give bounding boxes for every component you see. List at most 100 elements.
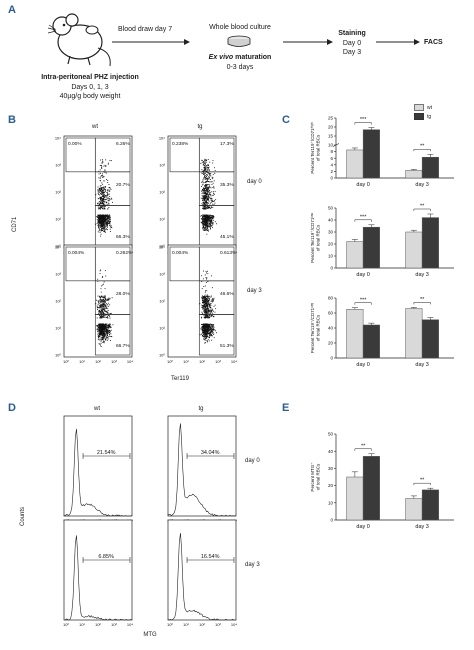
gate-value: 16.54% bbox=[201, 554, 220, 560]
y-axis-label: Percent Ter119⁺/CD71ˡᵒʷof total RBCs bbox=[310, 212, 321, 263]
bar-chart-1: Percent Ter119⁺/CD71ʰⁱᵍʰof total RBCs 0 2 4… bbox=[309, 116, 454, 188]
gate-mr-value: 28.0% bbox=[116, 291, 130, 297]
dotplot-tg_day3: 0.004% 0.613%46.6%51.3%10⁰10⁰10¹10¹10²10²… bbox=[159, 245, 238, 365]
y-tick-label: 30 bbox=[328, 466, 334, 471]
histogram-gate_tg_day3: 16.54% 10⁰ 10¹ 10² 10³ 10⁴ bbox=[167, 519, 237, 627]
d-row-day3: day 3 bbox=[245, 562, 260, 568]
hist-frame bbox=[63, 519, 133, 621]
significance-label: ** bbox=[361, 443, 366, 449]
y-tick-label: 10⁰ bbox=[159, 353, 165, 358]
bar-tg-0 bbox=[362, 324, 380, 359]
x-tick-label: 10³ bbox=[215, 622, 221, 627]
x-tick-label: 10⁴ bbox=[127, 359, 133, 364]
culture-title: Whole blood culture bbox=[209, 24, 271, 31]
arrow-1 bbox=[112, 39, 190, 45]
gate-lr-value: 66.3% bbox=[116, 234, 130, 240]
y-tick-label: 10¹ bbox=[55, 326, 61, 331]
d-row-day0: day 0 bbox=[245, 458, 260, 464]
x-tick-label: 10³ bbox=[215, 359, 221, 364]
panel-label-a: A bbox=[8, 4, 16, 16]
y-tick-label: 20 bbox=[328, 341, 334, 346]
y-tick-label: 10³ bbox=[55, 272, 61, 277]
y-axis-label: Percent MTG⁺of total RBCs bbox=[310, 462, 321, 492]
x-tick-label: 10⁴ bbox=[231, 622, 237, 627]
histogram-curve bbox=[167, 532, 237, 621]
y-axis-label: Percent Ter119⁺/CD71ⁿᵉᵍof total RBCs bbox=[310, 303, 321, 354]
maturation-suffix: maturation bbox=[235, 54, 272, 61]
y-tick-label: 0 bbox=[330, 518, 333, 523]
y-tick-label: 10 bbox=[328, 143, 334, 148]
y-tick-label: 20 bbox=[328, 242, 334, 247]
y-tick-label: 10² bbox=[159, 190, 165, 195]
y-tick-label: 10³ bbox=[159, 272, 165, 277]
significance-label: ** bbox=[420, 478, 425, 484]
significance-label: ** bbox=[420, 297, 425, 303]
hist-frame bbox=[63, 415, 133, 517]
y-tick-label: 60 bbox=[328, 311, 334, 316]
x-category-label: day 0 bbox=[356, 362, 369, 368]
bar-tg-0 bbox=[362, 456, 380, 521]
bar-wt-1 bbox=[405, 170, 423, 179]
hist-frame bbox=[167, 519, 237, 621]
y-tick-label: 10¹ bbox=[55, 217, 61, 222]
y-tick-label: 20 bbox=[328, 483, 334, 488]
staining-title: Staining bbox=[338, 30, 366, 37]
facs-label: FACS bbox=[424, 39, 443, 46]
y-tick-label: 30 bbox=[328, 230, 334, 235]
y-tick-label: 8 bbox=[330, 149, 333, 154]
gate-ur-value: 0.613% bbox=[220, 250, 237, 256]
y-tick-label: 40 bbox=[328, 326, 334, 331]
b-ylabel: CD71 bbox=[12, 216, 18, 232]
maturation-prefix: Ex vivo bbox=[208, 54, 234, 61]
gate-value: 6.85% bbox=[98, 554, 114, 560]
injection-days: Days 0, 1, 3 bbox=[71, 84, 109, 91]
y-tick-label: 10¹ bbox=[159, 326, 165, 331]
y-tick-label: 0 bbox=[330, 356, 333, 361]
y-tick-label: 50 bbox=[328, 432, 334, 437]
bar-chart-3: Percent Ter119⁺/CD71ⁿᵉᵍof total RBCs 0 20 4… bbox=[310, 296, 454, 368]
gate-lr-value: 45.1% bbox=[220, 234, 234, 240]
x-tick-label: 10⁰ bbox=[167, 359, 173, 364]
gate-ul-value: 0.004% bbox=[172, 250, 189, 256]
blood-draw-label: Blood draw day 7 bbox=[118, 26, 173, 33]
bar-chart-4: Percent MTG⁺of total RBCs 0 10 20 30 40 50 day … bbox=[310, 432, 454, 530]
legend-wt-label: wt bbox=[427, 104, 432, 111]
gate-ur-value: 17.3% bbox=[220, 141, 234, 147]
y-tick-label: 10⁴ bbox=[55, 245, 61, 250]
histogram-gate_wt_day3: 6.85% 10⁰ 10¹ 10² 10³ 10⁴ bbox=[63, 519, 133, 627]
y-tick-label: 20 bbox=[328, 125, 334, 130]
staining-day0: Day 0 bbox=[342, 40, 362, 47]
y-tick-label: 10 bbox=[328, 254, 334, 259]
b-row-day3: day 3 bbox=[247, 288, 262, 294]
mouse-illustration bbox=[47, 13, 111, 67]
b-col-tg: tg bbox=[197, 124, 203, 130]
y-tick-label: 50 bbox=[328, 206, 334, 211]
gate-value: 21.54% bbox=[97, 450, 116, 456]
injection-title: Intra-peritoneal PHZ injection bbox=[41, 74, 139, 81]
bar-chart-2: Percent Ter119⁺/CD71ˡᵒʷof total RBCs 0 10 2… bbox=[310, 204, 454, 278]
y-tick-label: 0 bbox=[330, 266, 333, 271]
arrow-3 bbox=[376, 39, 420, 45]
y-axis-label: Percent Ter119⁺/CD71ʰⁱᵍʰof total RBCs bbox=[309, 122, 321, 173]
gate-ur-value: 0.262% bbox=[116, 250, 133, 256]
d-xlabel: MTG bbox=[143, 632, 157, 638]
gate-mr-value: 46.6% bbox=[220, 291, 234, 297]
x-tick-label: 10⁰ bbox=[63, 622, 69, 627]
maturation-title: Ex vivo maturation bbox=[190, 54, 290, 61]
x-tick-label: 10² bbox=[95, 622, 101, 627]
bar-tg-1 bbox=[421, 489, 439, 521]
x-tick-label: 10¹ bbox=[183, 622, 189, 627]
x-category-label: day 3 bbox=[415, 524, 428, 530]
x-tick-label: 10¹ bbox=[183, 359, 189, 364]
y-tick-label: 10² bbox=[159, 299, 165, 304]
y-tick-label: 10³ bbox=[55, 163, 61, 168]
histogram-curve bbox=[63, 535, 133, 621]
gate-ur-value: 6.26% bbox=[116, 141, 130, 147]
x-category-label: day 3 bbox=[415, 182, 428, 188]
y-tick-label: 10⁰ bbox=[159, 244, 165, 249]
culture-dish-icon bbox=[227, 35, 251, 47]
x-tick-label: 10⁴ bbox=[231, 359, 237, 364]
bar-wt-1 bbox=[405, 498, 423, 521]
significance-label: ** bbox=[420, 144, 425, 150]
